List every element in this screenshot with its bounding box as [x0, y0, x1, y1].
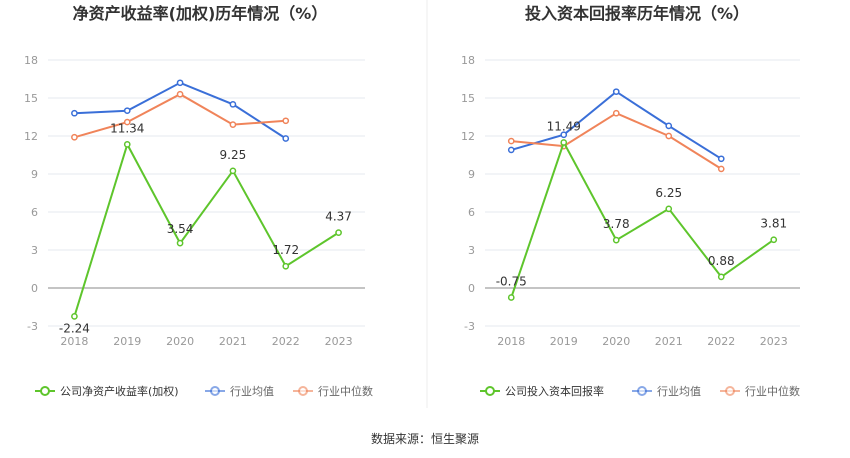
data-point-company — [717, 273, 725, 281]
data-point-company — [71, 313, 78, 320]
data-point-industry_avg — [560, 131, 568, 139]
x-tick-label: 2020 — [166, 335, 194, 348]
y-tick-label: 9 — [31, 168, 38, 181]
y-tick-label: 18 — [461, 54, 475, 67]
data-point-industry_median — [282, 117, 290, 125]
x-tick-label: 2022 — [707, 335, 735, 348]
data-point-company — [612, 236, 620, 244]
legend-marker — [637, 386, 647, 396]
data-point-company — [282, 262, 290, 270]
y-tick-label: -3 — [27, 320, 38, 333]
legend-label: 行业均值 — [230, 385, 274, 398]
data-label: 11.34 — [110, 121, 144, 135]
data-point-industry_avg — [507, 146, 515, 154]
data-label: 1.72 — [272, 243, 299, 257]
data-point-company — [560, 139, 568, 146]
y-tick-label: 12 — [461, 130, 475, 143]
legend-label: 行业均值 — [657, 385, 701, 398]
data-source-footer: 数据来源：恒生聚源 — [370, 432, 479, 446]
data-label: -2.24 — [59, 321, 90, 335]
data-point-company — [229, 167, 237, 175]
x-tick-label: 2020 — [602, 335, 630, 348]
legend-marker — [725, 386, 735, 396]
x-tick-label: 2019 — [550, 335, 578, 348]
y-tick-label: 15 — [24, 92, 38, 105]
y-tick-label: 0 — [468, 282, 475, 295]
data-label: 11.49 — [547, 119, 581, 133]
legend-label: 公司投入资本回报率 — [505, 384, 604, 398]
x-tick-label: 2018 — [497, 335, 525, 348]
data-point-industry_median — [229, 121, 237, 128]
data-label: 4.37 — [325, 210, 352, 224]
data-point-company — [335, 229, 342, 236]
data-point-industry_avg — [176, 79, 184, 87]
y-tick-label: -3 — [464, 320, 475, 333]
x-tick-label: 2021 — [219, 335, 247, 348]
series-line-company — [510, 140, 775, 298]
data-point-industry_median — [71, 133, 78, 141]
data-point-industry_median — [717, 165, 725, 173]
y-tick-label: 9 — [468, 168, 475, 181]
y-tick-label: 6 — [31, 206, 38, 219]
data-point-industry_avg — [229, 100, 237, 108]
x-tick-label: 2019 — [113, 335, 141, 348]
x-tick-label: 2021 — [655, 335, 683, 348]
data-point-industry_avg — [282, 135, 290, 142]
chart-title: 净资产收益率(加权)历年情况（%） — [73, 4, 328, 23]
y-tick-label: 6 — [468, 206, 475, 219]
data-point-industry_avg — [71, 109, 78, 117]
legend-label: 行业中位数 — [318, 384, 373, 398]
y-tick-label: 3 — [31, 244, 38, 257]
data-label: 3.78 — [603, 217, 630, 231]
data-point-industry_avg — [665, 122, 673, 130]
data-point-industry_avg — [123, 107, 131, 115]
data-point-industry_avg — [612, 88, 620, 96]
y-tick-label: 3 — [468, 244, 475, 257]
data-point-industry_median — [123, 118, 131, 126]
legend-marker — [298, 386, 308, 396]
data-point-industry_avg — [717, 155, 725, 163]
data-label: 0.88 — [708, 254, 735, 268]
legend-label: 行业中位数 — [745, 384, 800, 398]
chart-panel-1: 净资产收益率(加权)历年情况（%） -3 0 3 6 9 12 15 18 2018 2019 202… — [24, 4, 373, 398]
chart-title: 投入资本回报率历年情况（%） — [525, 4, 749, 23]
legend-marker — [40, 386, 50, 396]
legend-marker — [485, 386, 495, 396]
data-point-company — [176, 239, 184, 247]
series-line-company — [73, 141, 340, 317]
data-point-company — [665, 205, 673, 213]
data-label: 3.54 — [167, 222, 194, 236]
data-point-company — [770, 236, 778, 244]
x-tick-label: 2018 — [60, 335, 88, 348]
y-tick-label: 0 — [31, 282, 38, 295]
data-label: 6.25 — [655, 186, 682, 200]
data-point-industry_median — [665, 132, 673, 140]
y-tick-label: 18 — [24, 54, 38, 67]
data-point-company — [123, 141, 131, 148]
data-point-industry_median — [507, 137, 515, 145]
data-point-industry_median — [612, 109, 620, 117]
data-point-industry_median — [176, 90, 184, 98]
y-tick-label: 12 — [24, 130, 38, 143]
chart-panel-2: 投入资本回报率历年情况（%） -3 0 3 6 9 12 15 18 2018 2019 2020 20… — [461, 4, 800, 398]
x-tick-label: 2022 — [272, 335, 300, 348]
legend-label: 公司净资产收益率(加权) — [60, 384, 179, 398]
x-tick-label: 2023 — [325, 335, 353, 348]
data-point-company — [507, 294, 515, 301]
legend-marker — [210, 386, 220, 396]
data-label: 3.81 — [760, 217, 787, 231]
data-label: -0.75 — [496, 275, 527, 289]
y-tick-label: 15 — [461, 92, 475, 105]
x-tick-label: 2023 — [760, 335, 788, 348]
data-label: 9.25 — [220, 148, 247, 162]
series-line-industry_median — [74, 93, 286, 139]
